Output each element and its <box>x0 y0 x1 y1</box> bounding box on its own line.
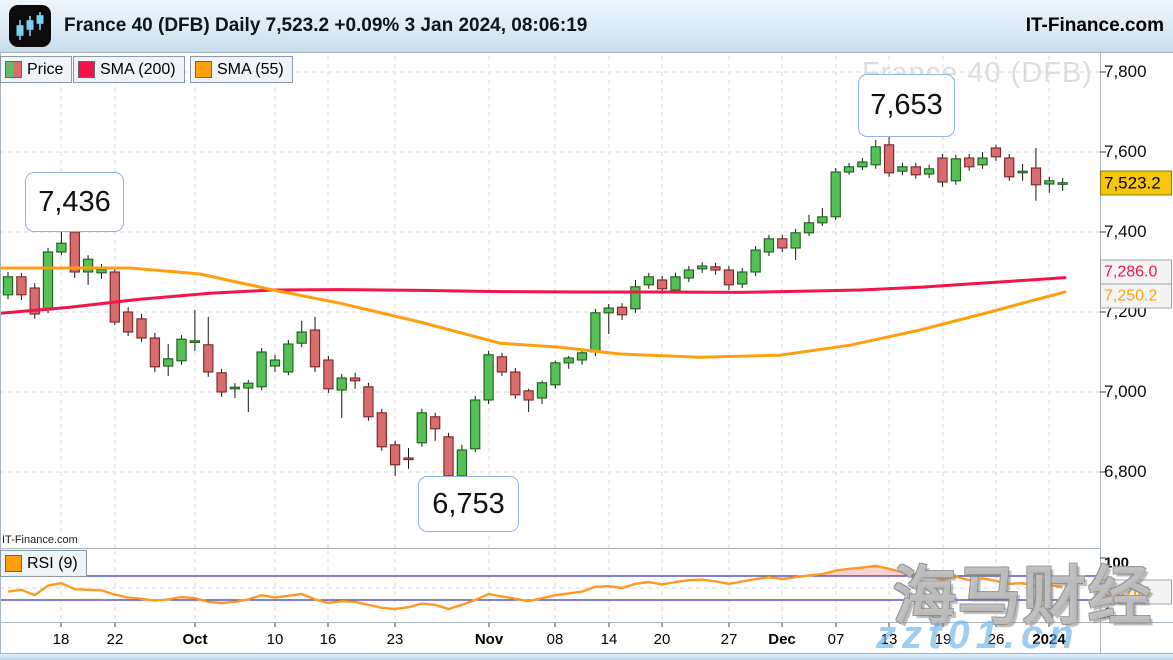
url-watermark: zzt01.cn <box>876 613 1080 657</box>
legend-rsi-label: RSI (9) <box>27 554 78 572</box>
source-label: IT-Finance.com <box>2 534 78 546</box>
app-logo-candlestick-icon[interactable] <box>9 5 51 47</box>
sma200-value-badge: 7,286.0 <box>1100 259 1172 285</box>
date-axis-label: 10 <box>266 631 284 648</box>
date-axis-label: 2024 <box>1032 631 1066 648</box>
date-axis-label: 14 <box>600 631 618 648</box>
legend-price[interactable]: Price <box>0 56 73 83</box>
price-annotation-6753: 6,753 <box>418 476 519 532</box>
date-axis-label: 27 <box>720 631 738 648</box>
cn-watermark: 海马财经 <box>893 560 1153 633</box>
bottom-strip <box>0 653 1173 660</box>
date-axis-label: Oct <box>182 631 208 648</box>
instrument-title: France 40 (DFB) Daily 7,523.2 +0.09% 3 J… <box>64 15 588 36</box>
date-axis-label: 08 <box>546 631 564 648</box>
legend-sma55[interactable]: SMA (55) <box>190 56 293 83</box>
price-axis-label: 7,000 <box>1104 382 1147 401</box>
rsi-axis-label: 0 <box>1104 604 1113 622</box>
price-annotation-7653: 7,653 <box>858 74 955 137</box>
price-axis-label: 7,600 <box>1104 142 1147 161</box>
date-axis-label: 19 <box>934 631 952 648</box>
rsi-axis-label: 100 <box>1104 554 1130 572</box>
legend-sma200-label: SMA (200) <box>100 60 176 78</box>
date-axis-label: 20 <box>653 631 671 648</box>
sma55-value-badge: 7,250.2 <box>1100 283 1172 309</box>
last-price-badge: 7,523.2 <box>1100 170 1172 196</box>
rsi-value-badge: 50.705 <box>1100 579 1172 605</box>
brand-label: IT-Finance.com <box>1025 15 1164 36</box>
legend-price-label: Price <box>27 60 64 78</box>
price-axis-label: 6,800 <box>1104 462 1147 481</box>
price-swatch-icon <box>5 61 22 78</box>
date-axis-label: 16 <box>319 631 337 648</box>
rsi-swatch-icon <box>5 555 22 572</box>
date-axis-label: 07 <box>827 631 845 648</box>
legend-sma200[interactable]: SMA (200) <box>73 56 185 83</box>
date-axis-label: Nov <box>474 631 504 648</box>
sma55-swatch-icon <box>195 61 212 78</box>
price-axis-label: 7,800 <box>1104 62 1147 81</box>
date-axis-label: 23 <box>386 631 404 648</box>
price-axis-label: 7,400 <box>1104 222 1147 241</box>
legend-sma55-label: SMA (55) <box>217 60 284 78</box>
header-bar: France 40 (DFB) Daily 7,523.2 +0.09% 3 J… <box>0 0 1173 53</box>
legend-rsi[interactable]: RSI (9) <box>0 550 87 577</box>
date-axis-label: 18 <box>52 631 70 648</box>
date-axis-label: 13 <box>880 631 898 648</box>
date-axis-label: 26 <box>987 631 1005 648</box>
price-annotation-7436: 7,436 <box>25 172 124 232</box>
date-axis-label: Dec <box>768 631 796 648</box>
sma200-swatch-icon <box>78 61 95 78</box>
date-axis-label: 22 <box>106 631 124 648</box>
